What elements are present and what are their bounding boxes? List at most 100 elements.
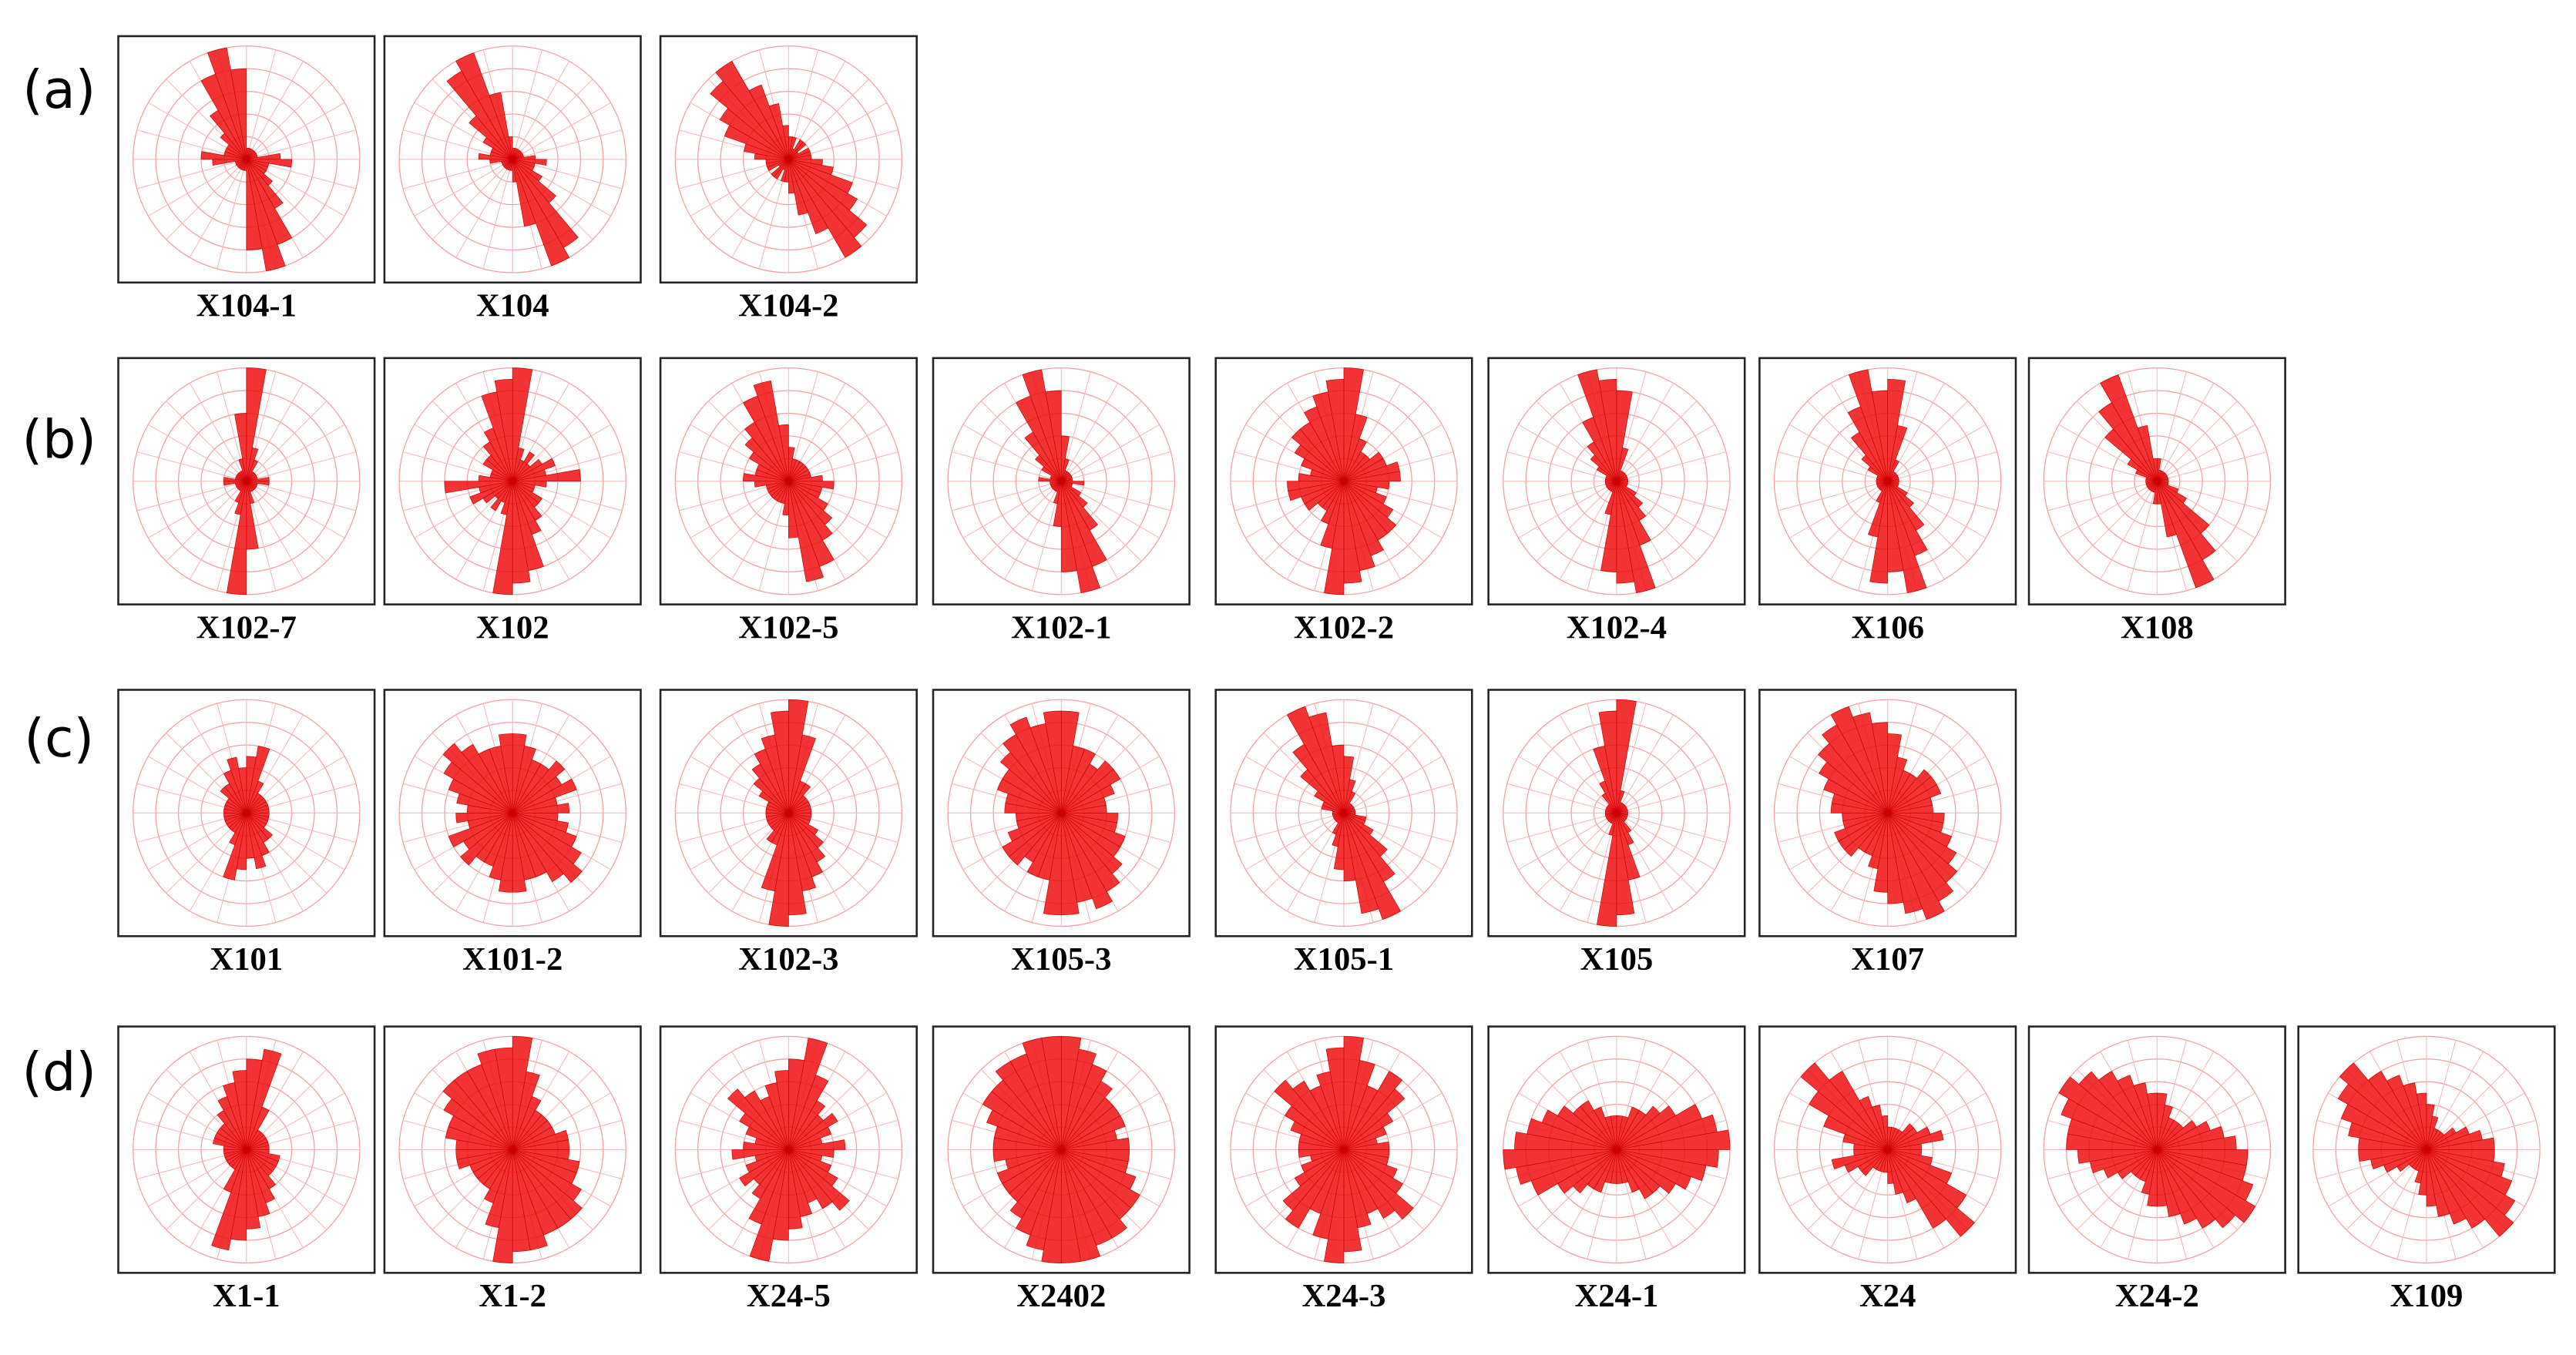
petal <box>2426 1149 2467 1225</box>
petal <box>1343 1071 1403 1150</box>
petal <box>227 756 247 813</box>
grid-spoke <box>1887 451 1997 482</box>
petal <box>1541 1109 1617 1150</box>
rose-panel: X2402 <box>932 1025 1191 1314</box>
petal <box>2157 1149 2256 1223</box>
rose-panel: X107 <box>1758 689 2017 978</box>
petal <box>246 780 264 813</box>
petal <box>2157 1149 2181 1217</box>
petal <box>1061 769 1121 813</box>
petal <box>442 743 513 813</box>
grid-spoke <box>136 159 247 189</box>
grid-spoke <box>1887 424 1987 482</box>
grid-spoke <box>148 481 247 538</box>
panel-caption: X104 <box>476 288 549 324</box>
petal <box>2416 1092 2427 1150</box>
petal <box>1325 1047 1345 1150</box>
petal <box>1829 1071 1888 1150</box>
petal <box>1616 1149 1654 1199</box>
petal <box>1503 1149 1617 1170</box>
grid-spoke <box>1536 732 1617 813</box>
petal <box>1022 369 1062 481</box>
petal <box>512 746 536 813</box>
grid-spoke <box>2100 481 2158 580</box>
petal <box>1016 1149 1062 1236</box>
grid-spoke <box>1518 481 1617 538</box>
rose-panel: X104 <box>383 35 642 324</box>
petal <box>2426 1149 2437 1207</box>
petal <box>2157 481 2177 538</box>
petal <box>788 1139 846 1150</box>
rose-panel: X102-4 <box>1487 357 1746 646</box>
petal <box>1616 1149 1692 1190</box>
rose-panel: X1-1 <box>117 1025 376 1314</box>
petal <box>1320 481 1345 549</box>
grid-spoke <box>148 159 247 216</box>
petal <box>512 159 570 267</box>
grid-spoke <box>246 481 304 580</box>
petal <box>489 813 513 880</box>
petal <box>749 1149 789 1262</box>
petal <box>1831 1149 1888 1170</box>
petal <box>489 92 513 159</box>
petal <box>1526 1118 1617 1150</box>
petal <box>2157 1149 2168 1207</box>
petal <box>1285 1149 1345 1229</box>
petal <box>788 481 799 538</box>
panel-caption: X102-1 <box>1011 610 1111 646</box>
petal <box>2157 1149 2216 1229</box>
petal <box>512 481 531 584</box>
grid-spoke <box>136 481 247 511</box>
petal <box>1881 1115 1889 1150</box>
petal <box>483 1149 513 1203</box>
rose-panel: X102-3 <box>659 689 918 978</box>
petal <box>788 1038 828 1150</box>
petal <box>1026 813 1062 877</box>
petal <box>448 813 513 847</box>
petal <box>788 1149 850 1211</box>
petal <box>768 103 789 159</box>
panel-caption: X24-3 <box>1302 1278 1386 1314</box>
petal <box>512 451 536 481</box>
grid-spoke <box>980 481 1062 562</box>
panel-caption: X102-3 <box>738 941 838 978</box>
grid-spoke <box>2156 371 2187 481</box>
petal <box>207 47 247 159</box>
petal <box>788 159 862 258</box>
grid-spoke <box>166 401 247 482</box>
grid-spoke <box>1789 481 1888 538</box>
petal <box>2157 1149 2236 1229</box>
rose-panel: X105 <box>1487 689 1746 978</box>
petal <box>1045 390 1062 481</box>
rose-panel: X105-1 <box>1214 689 1473 978</box>
rose-panel: X102 <box>383 357 642 646</box>
panel-caption: X102-7 <box>196 610 297 646</box>
grid-spoke <box>1343 783 1454 813</box>
petal <box>1308 712 1345 813</box>
petal <box>731 1149 789 1160</box>
petal <box>2157 481 2161 505</box>
grid-spoke <box>1616 424 1715 482</box>
petal <box>1060 1048 1097 1150</box>
petal <box>1061 1080 1113 1150</box>
grid-spoke <box>1518 812 1617 870</box>
petal <box>1598 379 1617 481</box>
petal <box>461 743 513 813</box>
grid-spoke <box>414 159 513 216</box>
petal <box>512 813 583 883</box>
grid-spoke <box>2076 481 2158 562</box>
grid-spoke <box>1060 401 1142 482</box>
petal <box>460 813 513 866</box>
petal <box>1343 813 1379 914</box>
petal <box>788 159 829 235</box>
petal <box>1872 1105 1889 1150</box>
petal <box>1594 1106 1617 1150</box>
grid-spoke <box>1616 451 1727 482</box>
grid-spoke <box>1536 481 1617 562</box>
petal <box>512 458 556 482</box>
grid-spoke <box>1343 732 1425 813</box>
petal <box>1343 438 1367 481</box>
petal <box>1343 1149 1414 1220</box>
petal <box>1312 1149 1345 1239</box>
grid-spoke <box>1887 481 1997 511</box>
